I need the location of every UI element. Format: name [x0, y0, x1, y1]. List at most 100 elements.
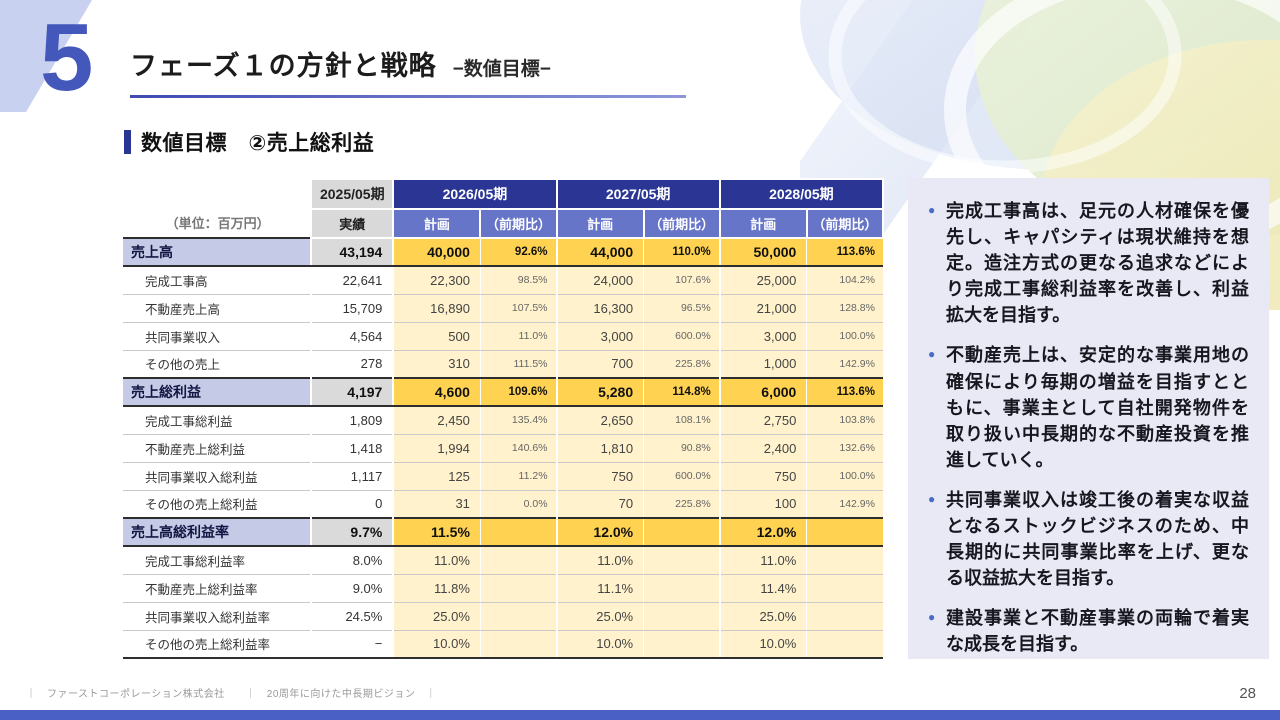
plan-value-cell: 2,650 — [555, 406, 644, 435]
table-row: 売上総利益 4,197 4,600 109.6% 5,280 114.8% 6,000 113… — [123, 377, 883, 407]
plan-value-cell: 16,890 — [392, 294, 481, 323]
row-label-cell: 不動産売上総利益率 — [123, 574, 312, 603]
plan-value-cell: 700 — [555, 350, 644, 379]
yoy-value-cell — [643, 574, 720, 603]
column-header-fy2027: 2027/05期 — [555, 178, 721, 210]
actual-value-cell: 278 — [310, 350, 394, 379]
yoy-value-cell: 98.5% — [479, 266, 557, 295]
table-row: 不動産売上総利益 1,418 1,994 140.6% 1,810 90.8% 2,400 1… — [123, 434, 883, 463]
plan-value-cell: 10.0% — [555, 630, 644, 659]
yoy-value-cell: 132.6% — [806, 434, 883, 463]
unit-label: （単位：百万円） — [165, 216, 270, 231]
plan-value-cell: 310 — [392, 350, 481, 379]
plan-value-cell: 44,000 — [555, 237, 644, 267]
plan-value-cell: 5,280 — [555, 377, 644, 407]
row-label-cell: 不動産売上総利益 — [123, 434, 312, 463]
subheader-actual: 実績 — [310, 208, 395, 239]
title-underline — [130, 95, 686, 98]
plan-value-cell: 22,300 — [392, 266, 481, 295]
note-item: 不動産売上は、安定的な事業用地の確保により毎期の増益を目指すとともに、事業主とし… — [928, 342, 1249, 472]
plan-value-cell: 21,000 — [718, 294, 807, 323]
plan-value-cell: 750 — [555, 462, 644, 491]
subheader-plan-2026: 計画 — [392, 208, 482, 239]
subheader-yoy-2026: （前期比） — [479, 208, 558, 239]
column-header-fy2025: 2025/05期 — [310, 178, 395, 210]
yoy-value-cell: 109.6% — [479, 377, 557, 407]
table-row: その他の売上総利益率 −10.0% 10.0% 10.0% — [123, 630, 883, 659]
plan-value-cell: 25,000 — [718, 266, 807, 295]
plan-value-cell: 50,000 — [718, 237, 807, 267]
yoy-value-cell: 11.2% — [479, 462, 557, 491]
plan-value-cell: 11.1% — [555, 574, 644, 603]
table-row: 不動産売上総利益率 9.0% 11.8% 11.1% 11.4% — [123, 574, 883, 603]
notes-list: 完成工事高は、足元の人材確保を優先し、キャパシティは現状維持を想定。造注方式の更… — [928, 198, 1249, 658]
actual-value-cell: 1,117 — [310, 462, 394, 491]
plan-value-cell: 125 — [392, 462, 481, 491]
plan-value-cell: 11.0% — [392, 546, 481, 575]
plan-value-cell: 100 — [718, 490, 807, 519]
yoy-value-cell — [806, 517, 883, 547]
plan-value-cell: 10.0% — [392, 630, 481, 659]
yoy-value-cell: 11.0% — [479, 322, 557, 351]
table-row: その他の売上総利益 0 31 0.0% 70 225.8% 100 142.9% — [123, 490, 883, 519]
yoy-value-cell: 114.8% — [643, 377, 720, 407]
plan-value-cell: 4,600 — [392, 377, 481, 407]
row-label-cell: 売上高 — [123, 237, 312, 267]
yoy-value-cell — [479, 602, 557, 631]
yoy-value-cell: 142.9% — [806, 350, 883, 379]
plan-value-cell: 40,000 — [392, 237, 481, 267]
plan-value-cell: 6,000 — [718, 377, 807, 407]
yoy-value-cell: 107.5% — [479, 294, 557, 323]
note-item: 建設事業と不動産事業の両輪で着実な成長を目指す。 — [928, 605, 1249, 657]
row-label-cell: 不動産売上高 — [123, 294, 312, 323]
yoy-value-cell: 600.0% — [643, 322, 720, 351]
note-item: 共同事業収入は竣工後の着実な収益となるストックビジネスのため、中長期的に共同事業… — [928, 487, 1249, 591]
column-header-fy2028: 2028/05期 — [718, 178, 885, 210]
plan-value-cell: 2,750 — [718, 406, 807, 435]
yoy-value-cell — [806, 602, 883, 631]
section-number: 5 — [40, 4, 94, 111]
plan-value-cell: 2,400 — [718, 434, 807, 463]
yoy-value-cell: 600.0% — [643, 462, 720, 491]
row-label-cell: 共同事業収入 — [123, 322, 312, 351]
plan-value-cell: 25.0% — [555, 602, 644, 631]
subheader-yoy-2028: （前期比） — [805, 208, 885, 239]
subtitle-row: 数値目標 ②売上総利益 — [124, 127, 374, 157]
table-row: 完成工事総利益率 8.0% 11.0% 11.0% 11.0% — [123, 546, 883, 575]
yoy-value-cell: 0.0% — [479, 490, 557, 519]
yoy-value-cell: 104.2% — [806, 266, 883, 295]
yoy-value-cell: 142.9% — [806, 490, 883, 519]
yoy-value-cell: 111.5% — [479, 350, 557, 379]
row-label-cell: 共同事業収入総利益 — [123, 462, 312, 491]
row-label-cell: 売上総利益 — [123, 377, 312, 407]
yoy-value-cell: 113.6% — [806, 237, 883, 267]
financial-table: 2025/05期 2026/05期 2027/05期 2028/05期 （単位：… — [123, 178, 885, 659]
yoy-value-cell: 100.0% — [806, 322, 883, 351]
yoy-value-cell: 96.5% — [643, 294, 720, 323]
row-label-cell: その他の売上総利益率 — [123, 630, 312, 659]
subheader-plan-2027: 計画 — [555, 208, 645, 239]
bottom-accent-bar — [0, 710, 1280, 720]
actual-value-cell: 4,197 — [310, 377, 394, 407]
plan-value-cell: 11.0% — [718, 546, 807, 575]
yoy-value-cell — [806, 546, 883, 575]
plan-value-cell: 12.0% — [555, 517, 644, 547]
table-row: 共同事業収入 4,564 500 11.0% 3,000 600.0% 3,000 100.0… — [123, 322, 883, 351]
table-row: 売上高 43,194 40,000 92.6% 44,000 110.0% 50,000 11… — [123, 237, 883, 267]
plan-value-cell: 25.0% — [392, 602, 481, 631]
plan-value-cell: 1,810 — [555, 434, 644, 463]
subheader-yoy-2027: （前期比） — [642, 208, 721, 239]
yoy-value-cell — [806, 630, 883, 659]
plan-value-cell: 16,300 — [555, 294, 644, 323]
financial-table-body: 売上高 43,194 40,000 92.6% 44,000 110.0% 50,000 11… — [123, 237, 883, 659]
yoy-value-cell: 92.6% — [479, 237, 557, 267]
yoy-value-cell — [806, 574, 883, 603]
plan-value-cell: 12.0% — [718, 517, 807, 547]
yoy-value-cell — [479, 630, 557, 659]
yoy-value-cell — [479, 546, 557, 575]
yoy-value-cell: 110.0% — [643, 237, 720, 267]
table-row: 売上高総利益率 9.7% 11.5% 12.0% 12.0% — [123, 517, 883, 547]
plan-value-cell: 11.8% — [392, 574, 481, 603]
yoy-value-cell: 225.8% — [643, 490, 720, 519]
actual-value-cell: 9.7% — [310, 517, 394, 547]
